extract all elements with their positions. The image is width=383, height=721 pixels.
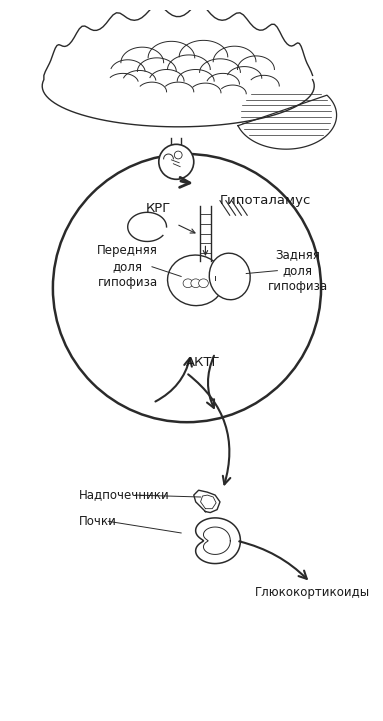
Circle shape [159, 144, 194, 180]
Polygon shape [42, 4, 314, 127]
Text: Задняя
доля
гипофиза: Задняя доля гипофиза [268, 248, 328, 293]
Polygon shape [238, 95, 337, 149]
Polygon shape [196, 518, 241, 564]
Text: Надпочечники: Надпочечники [79, 489, 170, 502]
Text: АКТГ: АКТГ [186, 356, 221, 369]
Ellipse shape [167, 255, 224, 306]
Text: Почки: Почки [79, 515, 117, 528]
Circle shape [174, 151, 182, 159]
Ellipse shape [199, 279, 208, 288]
Circle shape [53, 154, 321, 423]
Ellipse shape [209, 253, 250, 300]
Ellipse shape [191, 279, 201, 288]
Text: Гипоталамус: Гипоталамус [220, 194, 311, 207]
Text: Передняя
доля
гипофиза: Передняя доля гипофиза [97, 244, 158, 289]
Text: Глюкокортикоиды: Глюкокортикоиды [255, 585, 370, 598]
Ellipse shape [183, 279, 193, 288]
Polygon shape [194, 490, 220, 513]
Text: КРГ: КРГ [146, 202, 172, 215]
